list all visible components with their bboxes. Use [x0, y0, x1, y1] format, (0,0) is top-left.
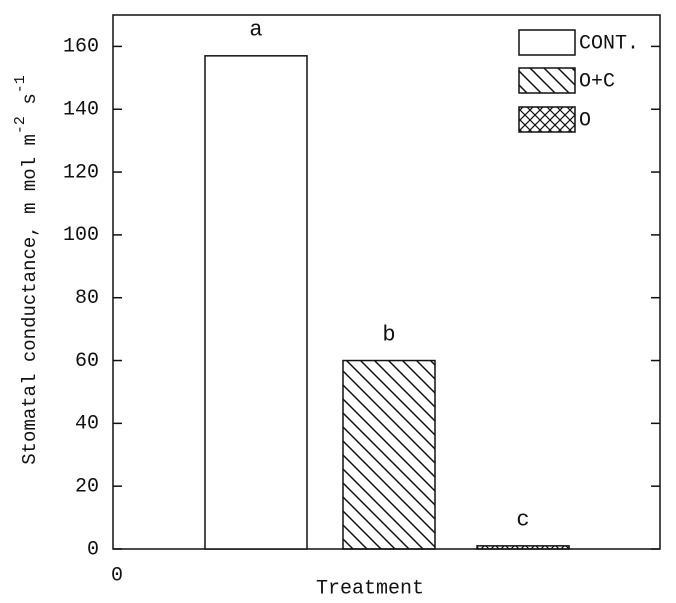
y-tick-label: 120 [63, 161, 99, 184]
legend-swatch [518, 106, 576, 133]
y-axis-label-part: s [19, 93, 41, 116]
legend-label: CONT. [579, 32, 639, 55]
y-axis-label-part: -2 [12, 116, 29, 134]
x-tick-label: 0 [111, 564, 123, 587]
y-tick-label: 60 [75, 350, 99, 373]
y-tick-label: 100 [63, 224, 99, 247]
y-tick-label: 140 [63, 99, 99, 122]
bar [342, 359, 436, 550]
y-tick-label: 0 [87, 538, 99, 561]
legend-label: O [579, 109, 591, 132]
bar-letter: a [249, 18, 262, 43]
y-axis-label-part: Stomatal conductance, m mol m [19, 134, 41, 465]
bar [204, 55, 308, 550]
y-tick-label: 40 [75, 413, 99, 436]
y-tick-label: 160 [63, 36, 99, 59]
bar [476, 545, 570, 550]
x-axis-label: Treatment [316, 577, 424, 600]
y-axis-label: Stomatal conductance, m mol m-2 s-1 [12, 75, 41, 465]
bar-letter: b [382, 322, 395, 347]
y-tick-label: 80 [75, 287, 99, 310]
legend-swatch [518, 29, 576, 56]
bar-letter: c [516, 508, 529, 533]
legend-swatch [518, 67, 576, 94]
legend-label: O+C [579, 70, 615, 93]
y-tick-label: 20 [75, 475, 99, 498]
y-axis-label-part: -1 [12, 75, 29, 93]
